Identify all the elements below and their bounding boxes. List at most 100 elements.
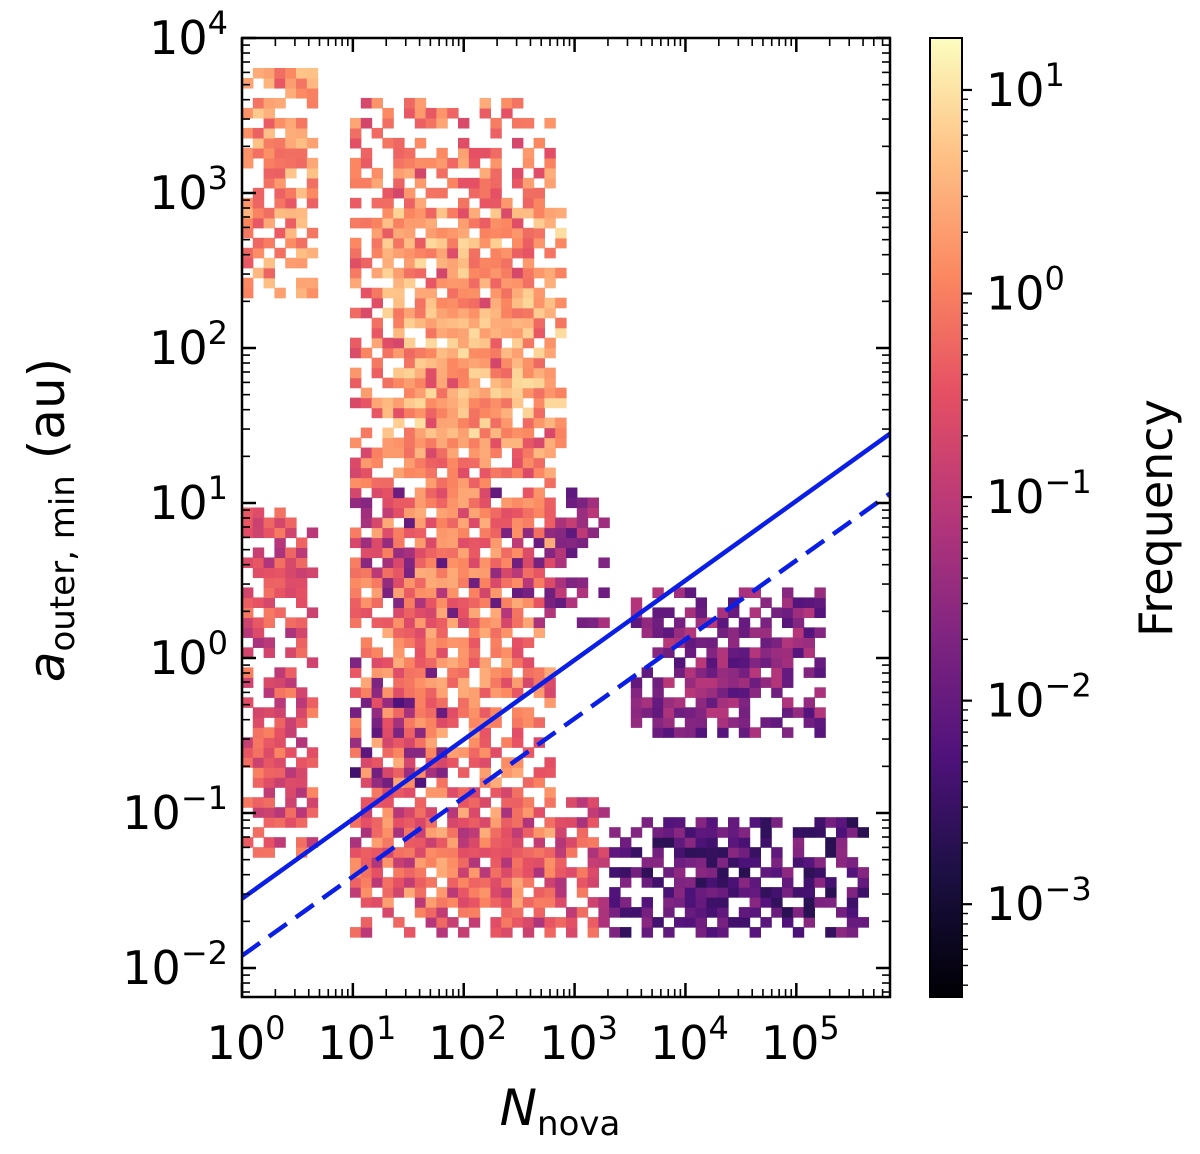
heatmap-cell [544,247,556,259]
heatmap-cell [425,657,437,668]
heatmap-cell [479,887,491,898]
heatmap-cell [468,277,481,289]
heatmap-cell [706,867,718,878]
heatmap-cell [522,257,535,269]
heatmap-cell [490,247,502,259]
heatmap-cell [393,667,405,678]
heatmap-cell [296,207,308,219]
heatmap-cell [522,377,535,389]
heatmap-cell [522,307,535,319]
heatmap-cell [382,107,394,119]
heatmap-cell [760,627,772,638]
heatmap-cell [285,667,297,678]
heatmap-cell [522,117,535,129]
heatmap-cell [404,587,416,599]
heatmap-cell [522,597,535,609]
heatmap-cell [458,837,470,848]
heatmap-cell [522,897,535,908]
heatmap-cell [468,867,481,878]
heatmap-cell [274,177,286,189]
heatmap-cell [414,467,427,479]
heatmap-cell [436,867,448,878]
heatmap-cell [706,897,718,908]
heatmap-cell [522,237,535,249]
heatmap-cell [782,707,794,718]
heatmap-cell [274,717,286,728]
heatmap-cell [447,837,459,848]
heatmap-cell [782,587,794,599]
heatmap-cell [641,857,653,868]
heatmap-cell [468,807,481,818]
heatmap-cell [522,467,535,479]
heatmap-cell [360,347,373,359]
heatmap-cell [252,207,265,219]
heatmap-cell [544,517,556,529]
heatmap-cell [792,857,805,868]
heatmap-cell [274,667,286,678]
heatmap-cell [738,647,751,658]
heatmap-cell [382,617,394,628]
heatmap-cell [555,207,567,219]
heatmap-cell [533,357,545,369]
heatmap-cell [382,707,394,718]
heatmap-cell [425,247,437,259]
heatmap-cell [490,357,502,369]
heatmap-cell [285,197,297,209]
heatmap-cell [749,847,761,858]
heatmap-cell [414,897,427,908]
heatmap-cell [512,347,524,359]
heatmap-cell [393,227,405,239]
heatmap-cell [533,457,545,469]
heatmap-cell [468,147,481,159]
heatmap-cell [576,887,589,898]
heatmap-cell [630,597,643,609]
heatmap-cell [306,177,319,189]
heatmap-cell [695,677,707,688]
heatmap-cell [242,837,254,848]
heatmap-cell [479,437,491,449]
heatmap-cell [263,727,275,738]
heatmap-cell [252,597,265,609]
heatmap-cell [350,157,362,169]
heatmap-cell [360,157,373,169]
heatmap-cell [382,777,394,788]
heatmap-cell [242,197,254,209]
heatmap-cell [447,427,459,439]
heatmap-cell [285,137,297,149]
heatmap-cell [544,587,556,599]
heatmap-cell [350,437,362,449]
heatmap-cell [414,807,427,818]
heatmap-cell [458,787,470,798]
heatmap-cell [425,477,437,489]
heatmap-cell [404,377,416,389]
heatmap-cell [447,447,459,459]
heatmap-cell [522,417,535,429]
heatmap-cell [533,557,545,569]
heatmap-cell [436,417,448,429]
heatmap-cell [490,547,502,559]
heatmap-cell [414,637,427,648]
heatmap-cell [468,247,481,259]
heatmap-cell [501,817,513,828]
heatmap-cell [663,707,675,718]
heatmap-cell [695,727,707,738]
heatmap-cell [512,377,524,389]
heatmap-cell [414,687,427,698]
heatmap-cell [263,67,275,79]
heatmap-cell [393,157,405,169]
heatmap-cell [533,377,545,389]
heatmap-cell [404,457,416,469]
heatmap-cell [458,877,470,888]
heatmap-cell [371,787,383,798]
heatmap-cell [404,657,416,668]
heatmap-cell [350,577,362,589]
heatmap-cell [252,97,265,109]
heatmap-cell [263,147,275,159]
heatmap-cell [468,737,481,748]
heatmap-cell [490,707,502,718]
heatmap-cell [371,717,383,728]
heatmap-cell [490,527,502,539]
heatmap-cell [360,897,373,908]
heatmap-cell [490,677,502,688]
heatmap-cell [458,507,470,519]
